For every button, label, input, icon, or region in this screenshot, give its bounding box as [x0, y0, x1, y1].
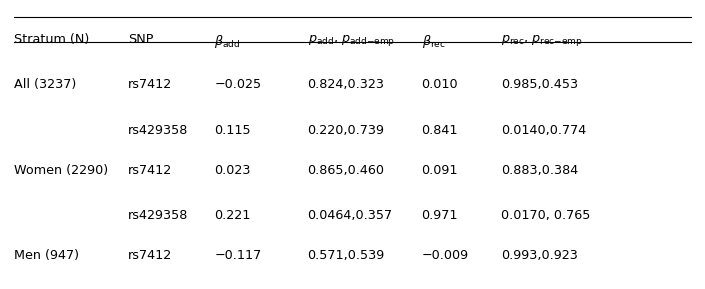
Text: rs7412: rs7412 — [128, 249, 172, 262]
Text: 0.841: 0.841 — [422, 124, 458, 137]
Text: Men (947): Men (947) — [14, 249, 79, 262]
Text: rs7412: rs7412 — [128, 164, 172, 177]
Text: 0.023: 0.023 — [214, 164, 251, 177]
Text: 0.0170, 0.765: 0.0170, 0.765 — [501, 210, 590, 223]
Text: $\beta_{\rm add}$: $\beta_{\rm add}$ — [214, 33, 240, 50]
Text: rs429358: rs429358 — [128, 210, 188, 223]
Text: 0.221: 0.221 — [214, 210, 251, 223]
Text: 0.091: 0.091 — [422, 164, 458, 177]
Text: 0.865,0.460: 0.865,0.460 — [307, 164, 385, 177]
Text: rs7412: rs7412 — [128, 78, 172, 91]
Text: 0.0140,0.774: 0.0140,0.774 — [501, 124, 587, 137]
Text: −0.117: −0.117 — [214, 249, 262, 262]
Text: 0.115: 0.115 — [214, 124, 251, 137]
Text: −0.009: −0.009 — [422, 249, 469, 262]
Text: All (3237): All (3237) — [14, 78, 76, 91]
Text: 0.971: 0.971 — [422, 210, 458, 223]
Text: −0.025: −0.025 — [214, 78, 262, 91]
Text: 0.220,0.739: 0.220,0.739 — [307, 124, 385, 137]
Text: SNP: SNP — [128, 33, 154, 46]
Text: Women (2290): Women (2290) — [14, 164, 108, 177]
Text: $p_{\rm rec}$, $p_{\rm rec\mathrm{-emp}}$: $p_{\rm rec}$, $p_{\rm rec\mathrm{-emp}}… — [501, 33, 583, 48]
Text: 0.824,0.323: 0.824,0.323 — [307, 78, 385, 91]
Text: rs429358: rs429358 — [128, 124, 188, 137]
Text: 0.571,0.539: 0.571,0.539 — [307, 249, 385, 262]
Text: 0.993,0.923: 0.993,0.923 — [501, 249, 578, 262]
Text: $\beta_{\rm rec}$: $\beta_{\rm rec}$ — [422, 33, 446, 50]
Text: 0.883,0.384: 0.883,0.384 — [501, 164, 578, 177]
Text: $p_{\rm add}$, $p_{\rm add\mathrm{-emp}}$: $p_{\rm add}$, $p_{\rm add\mathrm{-emp}}… — [307, 33, 395, 48]
Text: Stratum (N): Stratum (N) — [14, 33, 90, 46]
Text: 0.010: 0.010 — [422, 78, 458, 91]
Text: 0.0464,0.357: 0.0464,0.357 — [307, 210, 393, 223]
Text: 0.985,0.453: 0.985,0.453 — [501, 78, 578, 91]
